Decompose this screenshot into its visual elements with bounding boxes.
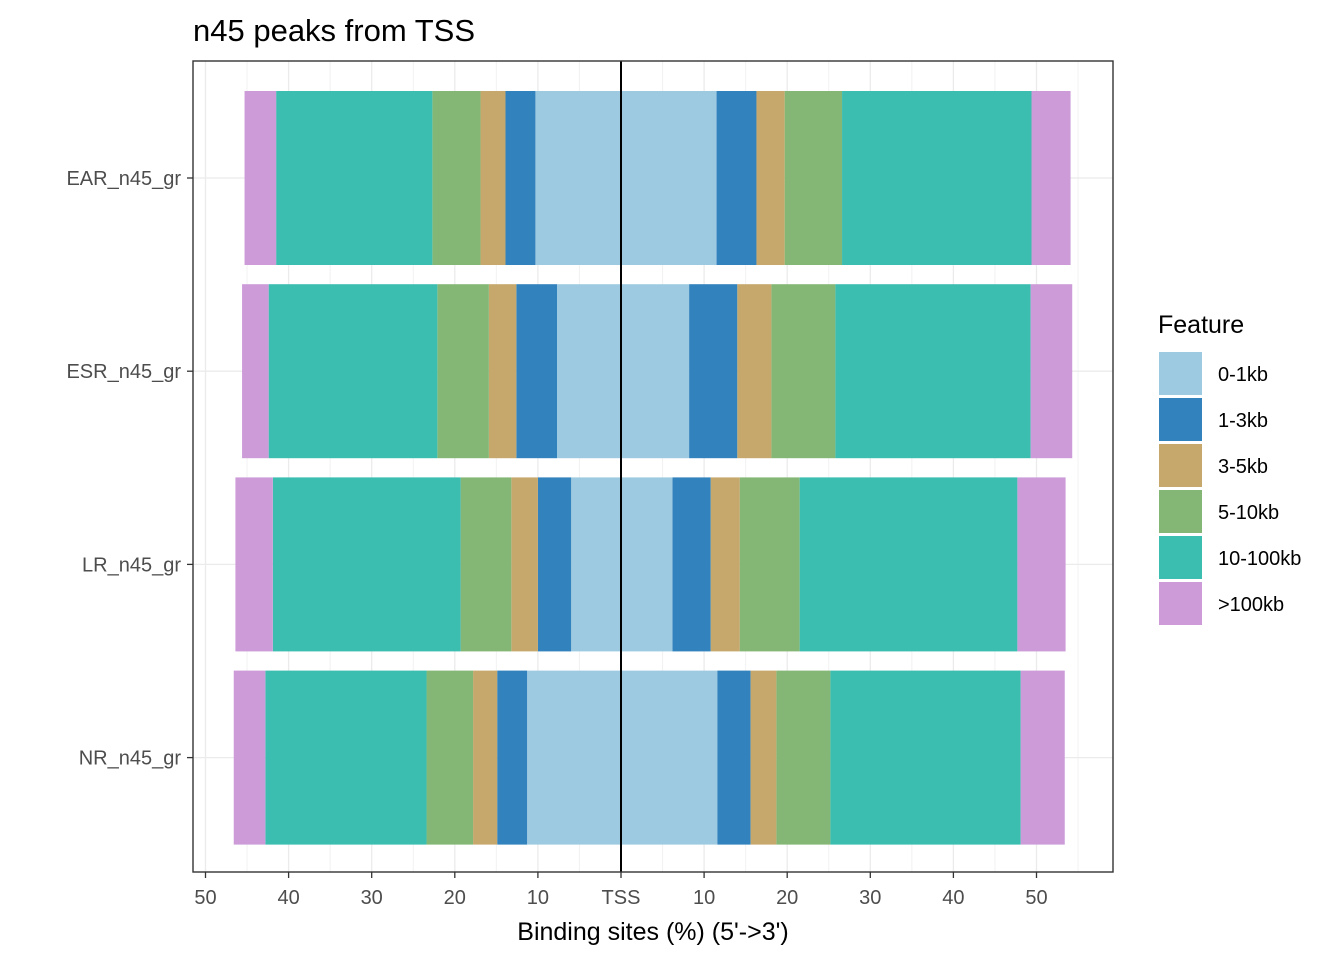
bar-upstream-ESR_n45_gr-10-100kb: [268, 284, 438, 459]
x-tick-label: 50: [194, 887, 216, 909]
y-tick-label: ESR_n45_gr: [66, 361, 181, 383]
bar-upstream-NR_n45_gr-1-3kb: [497, 670, 528, 845]
legend-label: 0-1kb: [1218, 364, 1268, 386]
bar-downstream-EAR_n45_gr->100kb: [1031, 91, 1071, 265]
chart-title: n45 peaks from TSS: [193, 13, 475, 48]
bar-downstream-LR_n45_gr-10-100kb: [799, 477, 1018, 652]
bar-downstream-LR_n45_gr-3-5kb: [710, 477, 740, 652]
bar-downstream-ESR_n45_gr-1-3kb: [689, 284, 738, 459]
bar-downstream-EAR_n45_gr-0-1kb: [621, 91, 717, 265]
bar-downstream-ESR_n45_gr-3-5kb: [737, 284, 772, 459]
x-tick-label: 20: [444, 887, 466, 909]
legend-key-1-3kb: [1159, 398, 1202, 441]
bar-upstream-NR_n45_gr-0-1kb: [527, 670, 621, 845]
plot-border: [192, 60, 1114, 873]
bar-upstream-ESR_n45_gr-0-1kb: [557, 284, 621, 459]
bar-upstream-EAR_n45_gr-10-100kb: [276, 91, 433, 265]
bar-upstream-LR_n45_gr->100kb: [235, 477, 273, 652]
bar-upstream-NR_n45_gr->100kb: [233, 670, 266, 845]
bar-upstream-LR_n45_gr-5-10kb: [460, 477, 512, 652]
bar-downstream-NR_n45_gr->100kb: [1020, 670, 1065, 845]
x-tick-label: 10: [693, 887, 715, 909]
bar-upstream-EAR_n45_gr->100kb: [244, 91, 277, 265]
x-tick-label: 40: [277, 887, 299, 909]
bar-downstream-EAR_n45_gr-1-3kb: [716, 91, 757, 265]
bar-downstream-EAR_n45_gr-3-5kb: [756, 91, 785, 265]
bar-upstream-ESR_n45_gr-5-10kb: [437, 284, 489, 459]
legend-label: 10-100kb: [1218, 548, 1301, 570]
bar-upstream-EAR_n45_gr-5-10kb: [432, 91, 481, 265]
x-tick-label: TSS: [602, 887, 641, 909]
bar-upstream-ESR_n45_gr-3-5kb: [488, 284, 517, 459]
bar-upstream-EAR_n45_gr-0-1kb: [535, 91, 621, 265]
bar-upstream-LR_n45_gr-1-3kb: [537, 477, 572, 652]
x-tick-label: 50: [1025, 887, 1047, 909]
bar-downstream-EAR_n45_gr-10-100kb: [842, 91, 1032, 265]
bar-downstream-LR_n45_gr-5-10kb: [739, 477, 800, 652]
bar-downstream-LR_n45_gr-1-3kb: [672, 477, 711, 652]
bar-downstream-NR_n45_gr-5-10kb: [776, 670, 831, 845]
legend-label: 5-10kb: [1218, 502, 1279, 524]
bar-upstream-NR_n45_gr-3-5kb: [473, 670, 498, 845]
bar-downstream-ESR_n45_gr-10-100kb: [835, 284, 1031, 459]
bar-downstream-NR_n45_gr-3-5kb: [750, 670, 777, 845]
legend-key-0-1kb: [1159, 352, 1202, 395]
x-tick-label: 30: [859, 887, 881, 909]
x-axis-title: Binding sites (%) (5'->3'): [517, 918, 788, 946]
bar-downstream-NR_n45_gr-0-1kb: [621, 670, 718, 845]
legend-title: Feature: [1158, 311, 1244, 339]
y-axis: EAR_n45_gr ESR_n45_gr LR_n45_gr NR_n45_gr: [66, 168, 193, 770]
bar-downstream-LR_n45_gr-0-1kb: [621, 477, 673, 652]
bars-layer: [233, 91, 1073, 845]
y-tick-label: LR_n45_gr: [82, 554, 181, 576]
bar-downstream-ESR_n45_gr-5-10kb: [771, 284, 836, 459]
bar-upstream-LR_n45_gr-3-5kb: [511, 477, 538, 652]
y-tick-label: NR_n45_gr: [79, 748, 182, 770]
bar-downstream-ESR_n45_gr-0-1kb: [621, 284, 690, 459]
bar-upstream-NR_n45_gr-5-10kb: [426, 670, 474, 845]
bar-upstream-ESR_n45_gr->100kb: [242, 284, 269, 459]
bar-upstream-LR_n45_gr-0-1kb: [571, 477, 621, 652]
bar-downstream-LR_n45_gr->100kb: [1017, 477, 1066, 652]
legend-label: 3-5kb: [1218, 456, 1268, 478]
legend-label: 1-3kb: [1218, 410, 1268, 432]
legend-key->100kb: [1159, 582, 1202, 625]
x-tick-label: 40: [942, 887, 964, 909]
x-tick-label: 20: [776, 887, 798, 909]
bar-upstream-EAR_n45_gr-1-3kb: [505, 91, 536, 265]
legend-key-10-100kb: [1159, 536, 1202, 579]
bar-upstream-EAR_n45_gr-3-5kb: [480, 91, 506, 265]
x-axis: 50 40 30 20 10 TSS 10 20 30 40 50: [194, 872, 1048, 909]
bar-downstream-ESR_n45_gr->100kb: [1030, 284, 1073, 459]
x-tick-label: 30: [361, 887, 383, 909]
legend-label: >100kb: [1218, 594, 1284, 616]
bar-upstream-LR_n45_gr-10-100kb: [272, 477, 461, 652]
bar-downstream-EAR_n45_gr-5-10kb: [784, 91, 843, 265]
legend-key-5-10kb: [1159, 490, 1202, 533]
bar-downstream-NR_n45_gr-10-100kb: [830, 670, 1021, 845]
legend: Feature 0-1kb 1-3kb 3-5kb 5-10kb 10-100kb >10…: [1158, 311, 1301, 625]
bar-upstream-NR_n45_gr-10-100kb: [265, 670, 427, 845]
y-tick-label: EAR_n45_gr: [66, 168, 181, 190]
legend-key-3-5kb: [1159, 444, 1202, 487]
x-tick-label: 10: [527, 887, 549, 909]
bar-downstream-NR_n45_gr-1-3kb: [717, 670, 751, 845]
bar-upstream-ESR_n45_gr-1-3kb: [516, 284, 558, 459]
